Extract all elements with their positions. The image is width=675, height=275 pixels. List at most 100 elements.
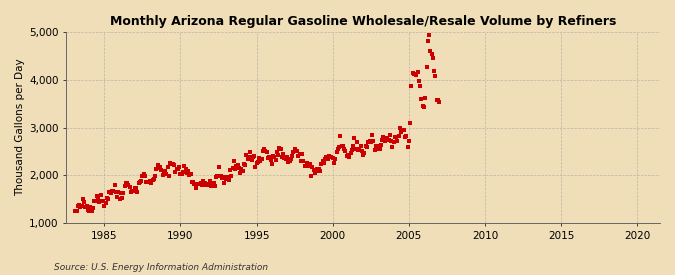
Point (364, 139, 375, 144)
Point (267, 162, 277, 166)
Point (95, 193, 106, 197)
Point (134, 180, 145, 184)
Point (107, 189, 117, 193)
Point (408, 72, 419, 76)
Point (406, 84, 416, 88)
Point (251, 161, 262, 165)
Point (159, 171, 169, 175)
Point (84, 208, 95, 213)
Point (105, 191, 116, 196)
Point (308, 168, 319, 172)
Point (319, 161, 329, 165)
Point (147, 177, 158, 182)
Point (431, 97, 442, 102)
Point (175, 172, 186, 176)
Point (111, 194, 122, 199)
Y-axis label: Thousand Gallons per Day: Thousand Gallons per Day (15, 59, 25, 196)
Point (267, 153, 278, 158)
Point (184, 172, 194, 177)
Point (203, 182, 214, 186)
Point (400, 135, 410, 139)
Point (374, 147, 385, 152)
Point (227, 166, 238, 170)
Point (283, 160, 294, 164)
Point (225, 173, 236, 178)
Point (397, 127, 408, 132)
Point (401, 134, 412, 139)
Point (108, 189, 119, 193)
Point (114, 197, 125, 201)
Point (372, 147, 383, 152)
Point (198, 179, 209, 183)
Point (189, 182, 200, 186)
Point (333, 145, 344, 149)
Point (384, 133, 395, 138)
Title: Monthly Arizona Regular Gasoline Wholesale/Resale Volume by Refiners: Monthly Arizona Regular Gasoline Wholesa… (110, 15, 616, 28)
Point (100, 200, 111, 205)
Point (117, 196, 128, 200)
Point (379, 139, 390, 143)
Point (72, 204, 83, 209)
Point (118, 191, 129, 195)
Point (323, 154, 334, 158)
Point (190, 186, 201, 190)
Point (250, 164, 261, 169)
Point (300, 164, 310, 169)
Point (166, 162, 177, 166)
Point (248, 154, 259, 158)
Point (368, 138, 379, 143)
Point (173, 167, 184, 171)
Point (383, 138, 394, 143)
Point (375, 143, 386, 147)
Point (196, 183, 207, 187)
Point (298, 159, 309, 163)
Point (382, 136, 393, 141)
Point (219, 175, 230, 180)
Point (331, 150, 342, 154)
Point (355, 144, 366, 148)
Point (340, 149, 351, 154)
Point (235, 170, 246, 175)
Point (74, 203, 84, 208)
Point (371, 144, 381, 148)
Point (346, 148, 357, 153)
Point (353, 148, 364, 153)
Point (140, 173, 151, 178)
Point (395, 126, 406, 130)
Point (142, 180, 153, 184)
Point (153, 166, 164, 170)
Point (290, 147, 300, 152)
Point (362, 140, 373, 144)
Point (91, 194, 102, 198)
Point (101, 196, 112, 201)
Point (369, 148, 380, 152)
Point (412, 70, 423, 74)
Point (244, 155, 254, 159)
Point (199, 180, 210, 185)
Point (404, 139, 414, 143)
Point (155, 164, 165, 169)
Point (271, 150, 282, 155)
Point (80, 205, 90, 210)
Point (290, 149, 301, 153)
Point (302, 161, 313, 165)
Point (387, 145, 398, 150)
Point (169, 162, 180, 167)
Point (280, 156, 291, 161)
Point (131, 186, 142, 190)
Point (349, 136, 360, 140)
Point (336, 144, 347, 149)
Point (205, 179, 215, 183)
Point (115, 191, 126, 196)
Point (122, 181, 132, 186)
Point (423, 39, 433, 43)
Point (185, 172, 196, 177)
Point (342, 154, 352, 158)
Point (161, 172, 172, 176)
Point (79, 200, 90, 205)
Point (396, 130, 406, 134)
Point (176, 172, 187, 176)
Point (238, 162, 249, 166)
Point (143, 179, 154, 184)
Point (259, 147, 269, 151)
